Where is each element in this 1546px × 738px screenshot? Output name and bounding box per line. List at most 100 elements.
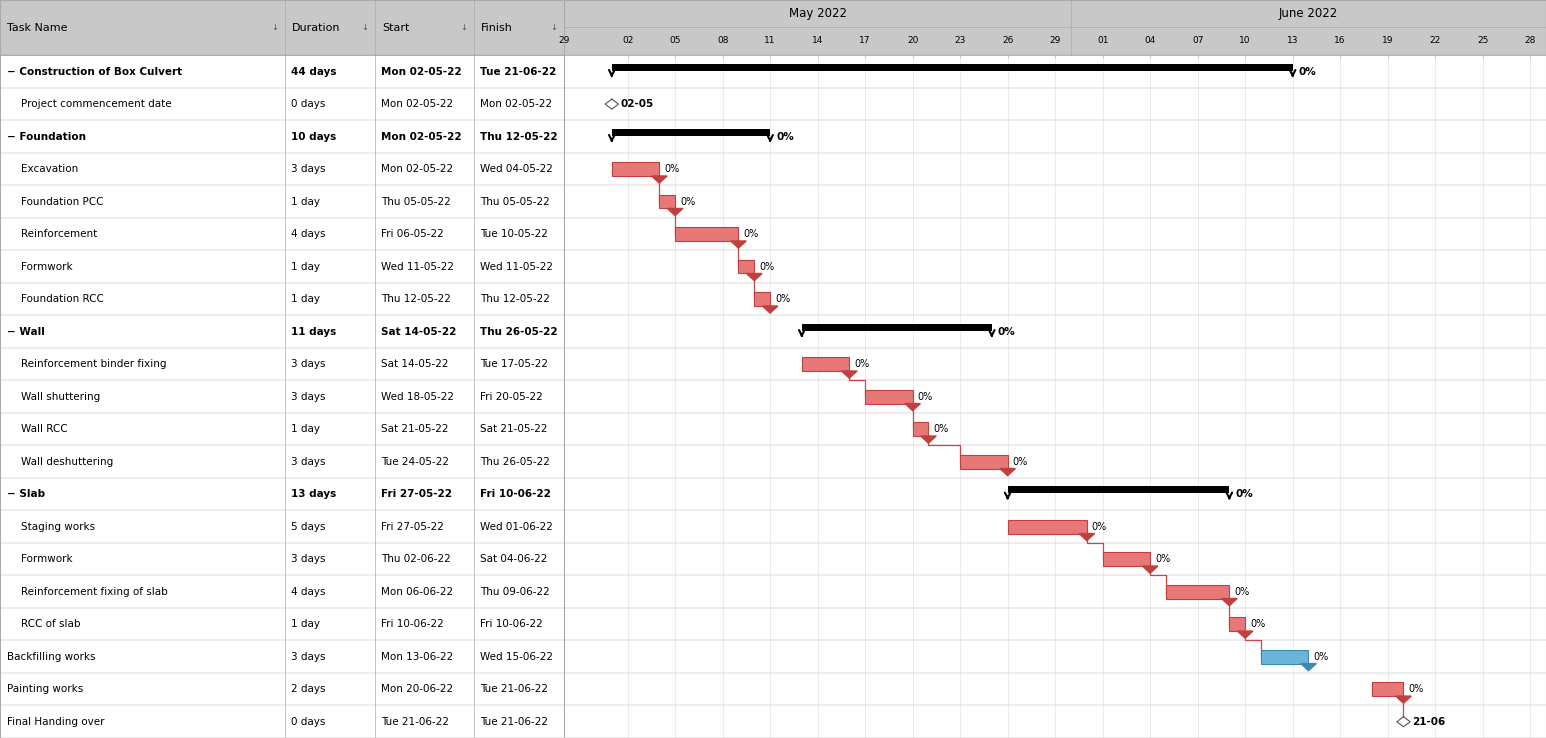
Polygon shape (604, 99, 618, 109)
Text: 1 day: 1 day (291, 424, 320, 434)
Text: Fri 06-05-22: Fri 06-05-22 (380, 229, 444, 239)
Polygon shape (762, 306, 778, 313)
Bar (1166, 585, 1229, 599)
FancyBboxPatch shape (564, 27, 1546, 55)
Text: 04: 04 (1144, 36, 1156, 46)
Text: 14: 14 (812, 36, 824, 46)
Text: 3 days: 3 days (291, 457, 325, 466)
Text: 1 day: 1 day (291, 294, 320, 304)
Text: Wed 11-05-22: Wed 11-05-22 (479, 262, 552, 272)
Text: Mon 20-06-22: Mon 20-06-22 (380, 684, 453, 694)
Text: 10 days: 10 days (291, 131, 335, 142)
Text: ↓: ↓ (362, 23, 368, 32)
Text: Task Name: Task Name (6, 23, 68, 32)
Text: ↓: ↓ (271, 23, 278, 32)
Text: 13: 13 (1286, 36, 1299, 46)
FancyBboxPatch shape (564, 0, 1546, 27)
Text: 0%: 0% (1091, 522, 1107, 531)
Text: 0%: 0% (1314, 652, 1328, 662)
Text: 29: 29 (1050, 36, 1061, 46)
Text: 02-05: 02-05 (620, 99, 654, 109)
Text: Duration: Duration (292, 23, 340, 32)
Polygon shape (1079, 534, 1095, 541)
Text: 0%: 0% (776, 131, 793, 142)
Text: June 2022: June 2022 (1279, 7, 1339, 20)
Text: Mon 06-06-22: Mon 06-06-22 (380, 587, 453, 597)
Text: 0%: 0% (1251, 619, 1265, 630)
Text: 1 day: 1 day (291, 619, 320, 630)
Text: Thu 12-05-22: Thu 12-05-22 (479, 294, 549, 304)
Text: 07: 07 (1192, 36, 1203, 46)
Bar (912, 422, 929, 436)
Text: Mon 02-05-22: Mon 02-05-22 (380, 99, 453, 109)
Text: 29: 29 (558, 36, 570, 46)
Text: Backfilling works: Backfilling works (6, 652, 96, 662)
Text: Tue 21-06-22: Tue 21-06-22 (380, 717, 448, 727)
Text: 0%: 0% (1235, 489, 1252, 499)
Text: Fri 20-05-22: Fri 20-05-22 (479, 392, 543, 401)
Bar (739, 260, 754, 274)
Text: Fri 27-05-22: Fri 27-05-22 (380, 489, 451, 499)
Text: 3 days: 3 days (291, 554, 325, 565)
Bar (1008, 520, 1087, 534)
Text: 3 days: 3 days (291, 392, 325, 401)
Text: 4 days: 4 days (291, 229, 325, 239)
Text: 16: 16 (1334, 36, 1347, 46)
Text: Sat 14-05-22: Sat 14-05-22 (380, 359, 448, 369)
Bar (1371, 683, 1404, 696)
Text: 0%: 0% (665, 164, 679, 174)
Text: 13 days: 13 days (291, 489, 335, 499)
Text: Wed 01-06-22: Wed 01-06-22 (479, 522, 552, 531)
Text: Painting works: Painting works (6, 684, 83, 694)
Text: 3 days: 3 days (291, 652, 325, 662)
Text: 19: 19 (1382, 36, 1393, 46)
Text: Sat 21-05-22: Sat 21-05-22 (380, 424, 448, 434)
Text: Sat 04-06-22: Sat 04-06-22 (479, 554, 547, 565)
Text: Mon 02-05-22: Mon 02-05-22 (479, 99, 552, 109)
Text: 3 days: 3 days (291, 359, 325, 369)
Text: Sat 14-05-22: Sat 14-05-22 (380, 327, 456, 337)
Text: 23: 23 (954, 36, 966, 46)
Text: 05: 05 (669, 36, 680, 46)
Bar (1008, 486, 1229, 494)
Text: 22: 22 (1430, 36, 1441, 46)
Text: Sat 21-05-22: Sat 21-05-22 (479, 424, 547, 434)
Text: Wall shuttering: Wall shuttering (22, 392, 100, 401)
Polygon shape (1221, 599, 1237, 606)
Text: Wed 18-05-22: Wed 18-05-22 (380, 392, 455, 401)
Polygon shape (1237, 631, 1252, 638)
Bar (1262, 650, 1308, 663)
Bar (960, 455, 1008, 469)
Polygon shape (668, 208, 683, 215)
Text: 1 day: 1 day (291, 262, 320, 272)
Text: − Foundation: − Foundation (6, 131, 85, 142)
Text: RCC of slab: RCC of slab (22, 619, 80, 630)
Text: 0%: 0% (1299, 66, 1316, 77)
Text: 11: 11 (764, 36, 776, 46)
Text: Thu 12-05-22: Thu 12-05-22 (479, 131, 557, 142)
Text: Reinforcement: Reinforcement (22, 229, 97, 239)
Text: Tue 10-05-22: Tue 10-05-22 (479, 229, 547, 239)
Polygon shape (1142, 566, 1158, 573)
Polygon shape (1000, 469, 1016, 476)
Text: 5 days: 5 days (291, 522, 325, 531)
Text: Mon 02-05-22: Mon 02-05-22 (380, 131, 462, 142)
Text: Thu 12-05-22: Thu 12-05-22 (380, 294, 451, 304)
Text: − Wall: − Wall (6, 327, 45, 337)
Text: Tue 21-06-22: Tue 21-06-22 (479, 66, 557, 77)
Bar (612, 63, 1292, 71)
Text: Fri 27-05-22: Fri 27-05-22 (380, 522, 444, 531)
Polygon shape (921, 436, 937, 443)
Text: 11 days: 11 days (291, 327, 335, 337)
Text: Thu 09-06-22: Thu 09-06-22 (479, 587, 549, 597)
Bar (612, 128, 770, 136)
Text: Wed 11-05-22: Wed 11-05-22 (380, 262, 455, 272)
Text: Foundation RCC: Foundation RCC (22, 294, 104, 304)
Text: 10: 10 (1240, 36, 1251, 46)
Text: 0%: 0% (1408, 684, 1424, 694)
Text: 0%: 0% (855, 359, 869, 369)
Text: Tue 24-05-22: Tue 24-05-22 (380, 457, 448, 466)
Text: 02: 02 (621, 36, 634, 46)
Text: Fri 10-06-22: Fri 10-06-22 (479, 489, 550, 499)
Text: 0%: 0% (680, 196, 696, 207)
